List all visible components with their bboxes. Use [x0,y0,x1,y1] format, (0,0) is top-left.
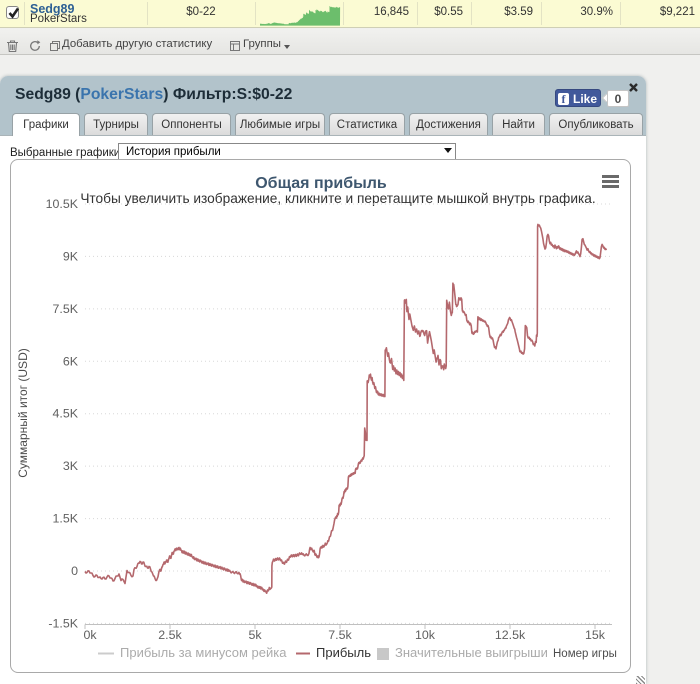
svg-text:-1.5K: -1.5K [48,616,78,630]
svg-text:1.5K: 1.5K [53,512,79,526]
svg-text:6K: 6K [63,354,79,368]
svg-text:Прибыль: Прибыль [316,645,371,660]
svg-text:5k: 5k [248,628,262,642]
svg-text:10.5K: 10.5K [46,197,79,211]
svg-text:Чтобы увеличить изображение, к: Чтобы увеличить изображение, кликните и … [80,191,595,206]
svg-text:Прибыль за минусом рейка: Прибыль за минусом рейка [120,645,287,660]
svg-text:9K: 9K [63,249,79,263]
svg-text:7.5k: 7.5k [328,628,352,642]
svg-text:Суммарный итог (USD): Суммарный итог (USD) [16,348,30,477]
svg-text:3K: 3K [63,459,79,473]
svg-text:4.5K: 4.5K [53,407,79,421]
svg-text:12.5k: 12.5k [495,628,526,642]
svg-text:10k: 10k [415,628,436,642]
svg-text:0k: 0k [83,628,97,642]
svg-text:Общая прибыль: Общая прибыль [255,175,387,192]
svg-text:Номер игры: Номер игры [553,648,617,660]
svg-text:7.5K: 7.5K [53,302,79,316]
svg-text:Значительные выигрыши: Значительные выигрыши [395,645,548,660]
svg-text:0: 0 [71,564,78,578]
svg-text:15k: 15k [585,628,606,642]
svg-text:2.5k: 2.5k [158,628,182,642]
